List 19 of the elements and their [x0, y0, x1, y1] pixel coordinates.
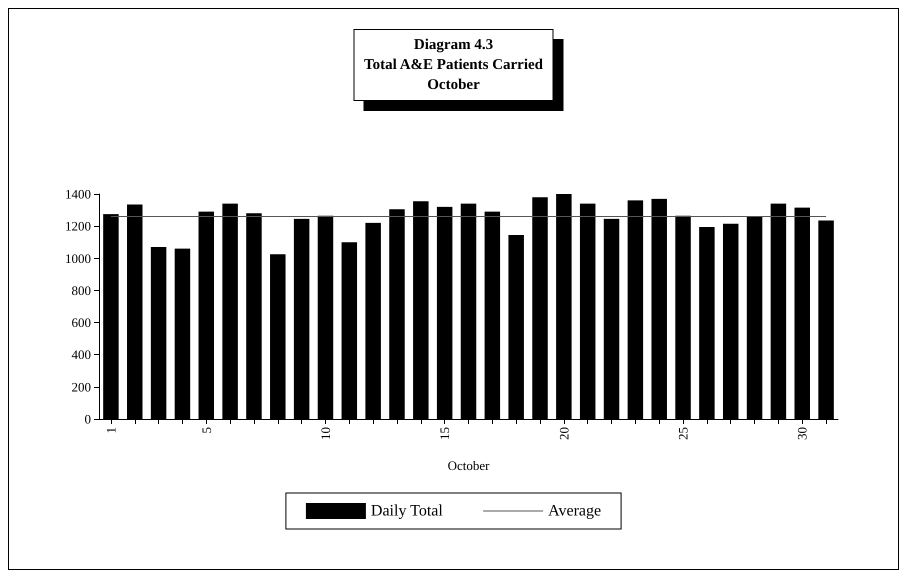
y-tick-label: 0 — [84, 412, 91, 426]
y-tick-label: 800 — [72, 282, 91, 298]
x-tick-label: 25 — [676, 427, 691, 440]
x-tick-label: 1 — [103, 427, 118, 434]
legend-label: Average — [548, 502, 602, 520]
y-tick-label: 1000 — [65, 250, 91, 266]
x-tick-label: 10 — [318, 427, 333, 440]
y-tick-label: 1200 — [65, 218, 91, 234]
legend-label: Daily Total — [370, 502, 444, 520]
y-tick-label: 1400 — [65, 186, 91, 202]
x-axis-title: October — [448, 458, 490, 473]
y-tick-label: 400 — [72, 347, 91, 362]
x-tick-label: 5 — [198, 427, 214, 434]
x-tick-label: 20 — [556, 427, 572, 440]
y-tick-label: 200 — [72, 379, 91, 394]
chart-title: Diagram 4.3 Total A&E Patients Carried October — [364, 37, 544, 93]
x-tick-label: 30 — [794, 427, 810, 440]
x-tick-label: 15 — [437, 427, 452, 440]
y-tick-label: 600 — [72, 315, 91, 330]
